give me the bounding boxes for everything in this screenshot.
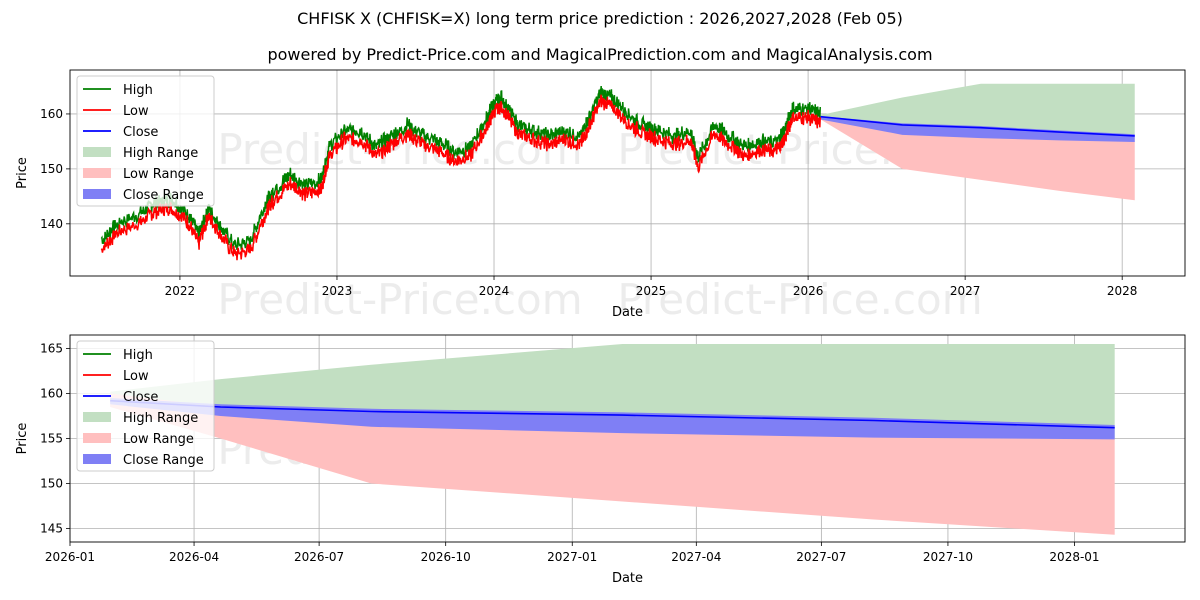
panel-forecast: Predict-Price.comPredict-Price.com2026-0… [15,334,1186,586]
x-tick-label: 2026-01 [45,550,95,564]
legend-label: High [123,348,153,363]
legend-patch-swatch [83,454,111,464]
x-tick-label: 2026 [793,284,824,298]
plot-area [110,344,1115,535]
axes-frame [69,334,1186,543]
close-range-band [820,116,1135,142]
legend-patch-swatch [83,147,111,157]
watermark-text: Predict-Price.com [617,275,982,324]
legend-label: High Range [123,411,198,426]
legend-box [76,340,215,472]
y-tick-label: 155 [40,432,63,446]
y-tick-label: 145 [40,522,63,536]
y-tick-label: 140 [40,217,63,231]
chart-title: CHFISK X (CHFISK=X) long term price pred… [297,9,903,28]
x-tick-label: 2026-07 [294,550,344,564]
x-tick-label: 2027-07 [796,550,846,564]
legend-label: Low Range [123,167,194,182]
legend-label: Close Range [123,453,204,468]
legend: High Low Close High Range Low Range Close Ran… [76,340,215,472]
legend-patch-swatch [83,168,111,178]
watermark-text: Predict-Price.com [217,275,582,324]
y-tick-label: 160 [40,107,63,121]
x-tick-label: 2028-01 [1049,550,1099,564]
x-tick-label: 2028 [1107,284,1138,298]
legend-label: Close Range [123,188,204,203]
legend-label: Close [123,125,158,140]
x-tick-label: 2024 [479,284,510,298]
legend-label: High [123,83,153,98]
x-tick-label: 2023 [322,284,353,298]
x-tick-label: 2026-10 [421,550,471,564]
axes-frame [69,69,1186,277]
close-forecast-line [820,115,1135,137]
x-tick-label: 2027-01 [547,550,597,564]
high-range-band [820,83,1135,136]
close-range-band [110,398,1115,440]
y-tick-label: 150 [40,162,63,176]
legend: High Low Close High Range Low Range Close Ran… [76,75,215,207]
x-axis-label: Date [612,571,643,586]
chart-subtitle: powered by Predict-Price.com and Magical… [267,45,933,64]
x-tick-label: 2027-04 [671,550,721,564]
high-series-line [100,86,821,251]
y-tick-label: 160 [40,387,63,401]
x-tick-label: 2027-10 [923,550,973,564]
legend-label: Low Range [123,432,194,447]
legend-label: Low [123,369,149,384]
legend-patch-swatch [83,412,111,422]
legend-label: High Range [123,146,198,161]
x-tick-label: 2026-04 [169,550,219,564]
y-axis-label: Price [15,423,30,455]
plot-area [100,83,1135,261]
x-axis-label: Date [612,305,643,320]
x-tick-label: 2025 [636,284,667,298]
low-series-line [100,94,821,261]
legend-box [76,75,215,207]
y-axis-label: Price [15,157,30,189]
x-tick-label: 2027 [950,284,981,298]
legend-label: Close [123,390,158,405]
y-tick-label: 165 [40,342,63,356]
y-tick-label: 150 [40,477,63,491]
legend-patch-swatch [83,189,111,199]
legend-label: Low [123,104,149,119]
legend-patch-swatch [83,433,111,443]
panel-history: Predict-Price.com Predict-Price.comPredic… [15,69,1186,324]
x-tick-label: 2022 [165,284,196,298]
low-range-band [110,393,1115,535]
